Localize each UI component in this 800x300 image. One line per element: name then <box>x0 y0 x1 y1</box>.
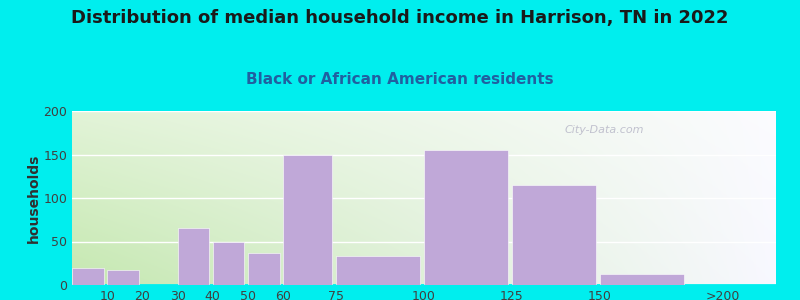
Text: City-Data.com: City-Data.com <box>565 125 644 135</box>
Bar <box>600 274 685 285</box>
Bar <box>424 150 509 285</box>
Bar <box>107 270 139 285</box>
Text: Distribution of median household income in Harrison, TN in 2022: Distribution of median household income … <box>71 9 729 27</box>
Bar <box>283 154 333 285</box>
Bar <box>512 185 597 285</box>
Bar <box>178 229 210 285</box>
Bar <box>72 268 104 285</box>
Text: Black or African American residents: Black or African American residents <box>246 72 554 87</box>
Y-axis label: households: households <box>26 153 41 243</box>
Bar <box>336 256 421 285</box>
Bar <box>248 253 280 285</box>
Bar <box>213 242 245 285</box>
